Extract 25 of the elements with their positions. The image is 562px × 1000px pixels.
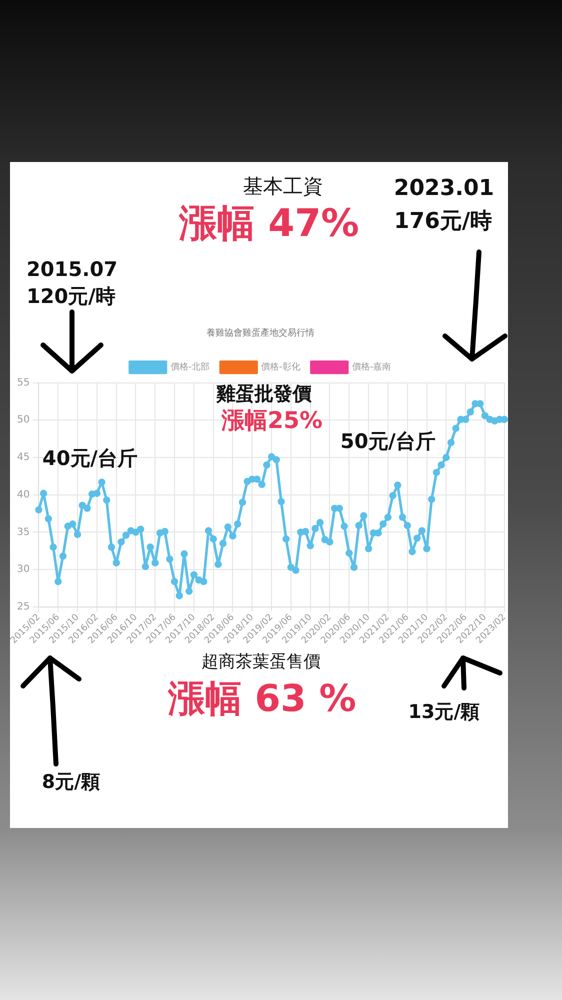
legend-label: 價格-北部 [170, 362, 210, 373]
chart-title: 養雞協會雞蛋產地交易行情 [206, 328, 314, 339]
text: 漲幅 63 % [168, 677, 356, 720]
y-tick-label: 45 [16, 452, 30, 464]
y-tick-label: 35 [16, 526, 30, 538]
text: 120元/時 [26, 284, 116, 308]
y-tick-label: 30 [16, 564, 30, 576]
text: 2023.01 [394, 176, 494, 202]
y-tick-label: 25 [16, 602, 30, 613]
text: 13元/顆 [408, 701, 480, 723]
text: 176元/時 [394, 209, 492, 234]
annotation: 40元/台斤 [42, 446, 138, 470]
text: 漲幅 47% [178, 201, 360, 245]
y-tick-label: 40 [16, 489, 30, 500]
text: 8元/顆 [42, 771, 100, 793]
legend-label: 價格-彰化 [261, 362, 300, 373]
annotation: 雞蛋批發價 [216, 383, 312, 405]
annotation: 漲幅25% [221, 408, 323, 434]
y-tick-label: 55 [16, 377, 30, 388]
text: 超商茶葉蛋售價 [202, 652, 320, 672]
y-tick-label: 50 [16, 414, 30, 426]
text: 2015.07 [26, 257, 118, 281]
annotation: 50元/台斤 [340, 429, 436, 453]
text: 基本工資 [243, 174, 323, 198]
legend-label: 價格-嘉南 [352, 362, 392, 373]
